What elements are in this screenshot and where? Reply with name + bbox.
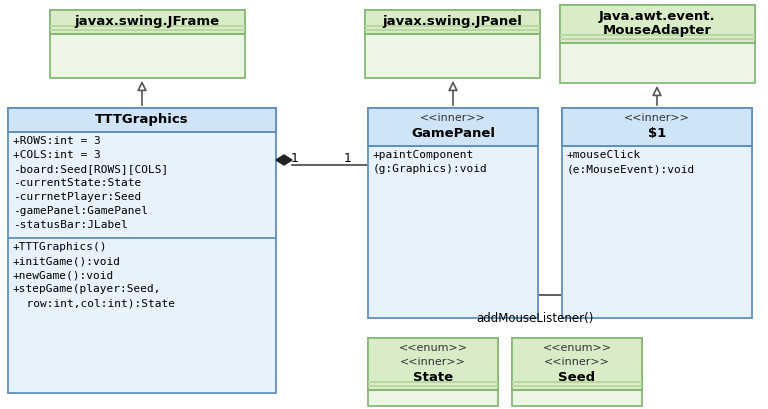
Bar [50, 10, 245, 34]
Text: +mouseClick: +mouseClick [567, 150, 641, 160]
Text: +stepGame(player:Seed,: +stepGame(player:Seed, [13, 284, 161, 294]
Bar [50, 10, 245, 78]
Text: -gamePanel:GamePanel: -gamePanel:GamePanel [13, 206, 148, 216]
Text: GamePanel: GamePanel [411, 127, 495, 140]
Text: <<enum>>: <<enum>> [399, 343, 468, 353]
Bar [560, 5, 755, 43]
Text: <<inner>>: <<inner>> [400, 357, 466, 367]
Bar [368, 338, 498, 406]
Bar [512, 338, 642, 390]
Text: (g:Graphics):void: (g:Graphics):void [373, 164, 488, 174]
Text: -currnetPlayer:Seed: -currnetPlayer:Seed [13, 192, 141, 202]
Text: +TTTGraphics(): +TTTGraphics() [13, 242, 108, 252]
Text: -currentState:State: -currentState:State [13, 178, 141, 188]
Bar [365, 10, 540, 78]
Text: 1: 1 [291, 152, 299, 165]
Text: Seed: Seed [558, 371, 595, 384]
Text: +initGame():void: +initGame():void [13, 256, 121, 266]
Text: +paintComponent: +paintComponent [373, 150, 475, 160]
Bar [368, 338, 498, 390]
Text: State: State [413, 371, 453, 384]
Bar [512, 338, 642, 406]
Text: 1: 1 [344, 152, 352, 165]
Text: +ROWS:int = 3: +ROWS:int = 3 [13, 136, 101, 146]
Bar [368, 108, 538, 318]
Text: TTTGraphics: TTTGraphics [95, 113, 189, 126]
Text: MouseAdapter: MouseAdapter [603, 24, 712, 37]
Text: addMouseListener(): addMouseListener() [476, 312, 594, 325]
Polygon shape [276, 155, 292, 165]
Text: javax.swing.JFrame: javax.swing.JFrame [75, 15, 220, 28]
Text: +newGame():void: +newGame():void [13, 270, 114, 280]
Bar [8, 108, 276, 132]
Bar [8, 108, 276, 393]
Text: -statusBar:JLabel: -statusBar:JLabel [13, 220, 127, 230]
Bar [365, 10, 540, 34]
Text: <<inner>>: <<inner>> [544, 357, 610, 367]
Text: Java.awt.event.: Java.awt.event. [599, 10, 716, 23]
Bar [562, 108, 752, 318]
Text: $1: $1 [648, 127, 666, 140]
Text: -board:Seed[ROWS][COLS]: -board:Seed[ROWS][COLS] [13, 164, 168, 174]
Text: <<inner>>: <<inner>> [420, 113, 486, 123]
Bar [368, 108, 538, 146]
Text: javax.swing.JPanel: javax.swing.JPanel [382, 15, 522, 28]
Text: row:int,col:int):State: row:int,col:int):State [13, 298, 175, 308]
Text: <<inner>>: <<inner>> [624, 113, 690, 123]
Text: +COLS:int = 3: +COLS:int = 3 [13, 150, 101, 160]
Text: <<enum>>: <<enum>> [542, 343, 611, 353]
Bar [562, 108, 752, 146]
Text: (e:MouseEvent):void: (e:MouseEvent):void [567, 164, 695, 174]
Bar [560, 5, 755, 83]
